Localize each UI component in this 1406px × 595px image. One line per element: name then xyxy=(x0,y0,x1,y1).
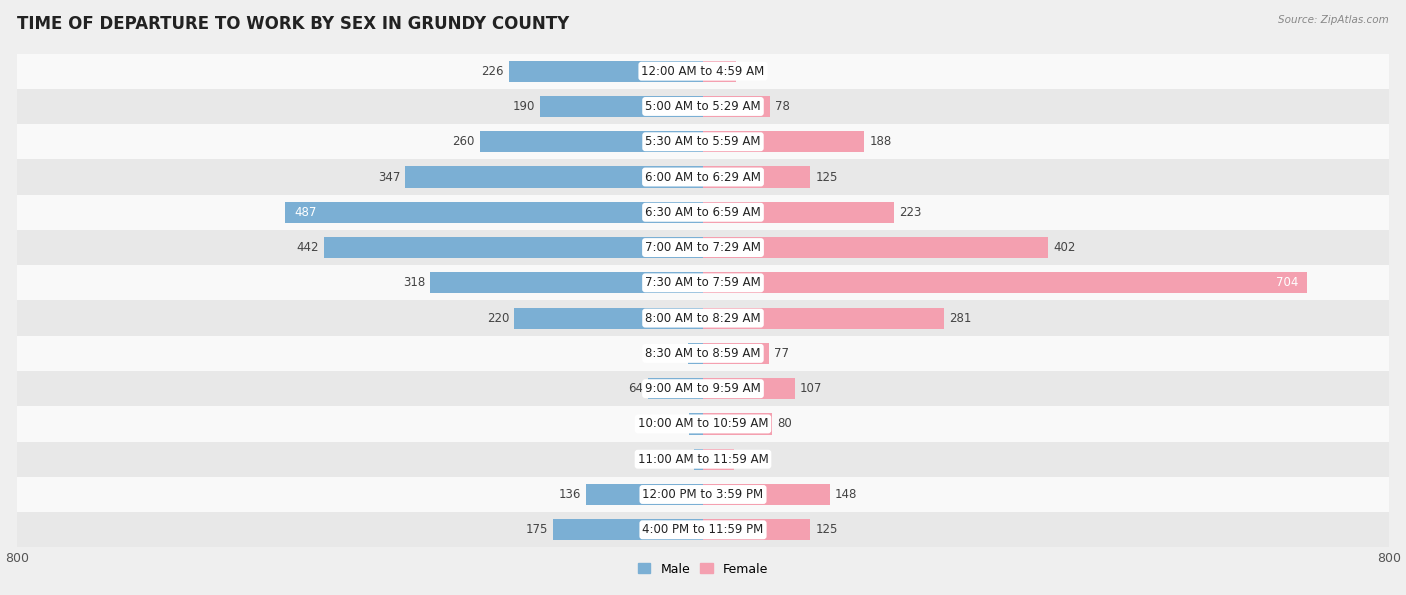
Bar xyxy=(17,300,1389,336)
Bar xyxy=(648,378,703,399)
Bar xyxy=(703,131,865,152)
Bar xyxy=(285,202,703,223)
Text: 281: 281 xyxy=(949,312,972,325)
Bar xyxy=(17,265,1389,300)
Text: 7:00 AM to 7:29 AM: 7:00 AM to 7:29 AM xyxy=(645,241,761,254)
Text: 38: 38 xyxy=(741,65,755,78)
Bar xyxy=(703,237,1047,258)
Bar xyxy=(703,484,830,505)
Text: 487: 487 xyxy=(294,206,316,219)
Bar xyxy=(17,371,1389,406)
Text: 442: 442 xyxy=(297,241,319,254)
Text: 175: 175 xyxy=(526,523,548,536)
Bar xyxy=(323,237,703,258)
Bar xyxy=(553,519,703,540)
Text: 318: 318 xyxy=(404,276,425,289)
Bar xyxy=(17,159,1389,195)
Bar xyxy=(17,124,1389,159)
Text: 136: 136 xyxy=(558,488,581,501)
Bar xyxy=(430,273,703,293)
Bar xyxy=(17,89,1389,124)
Bar xyxy=(17,195,1389,230)
Text: 190: 190 xyxy=(513,100,534,113)
Text: 6:30 AM to 6:59 AM: 6:30 AM to 6:59 AM xyxy=(645,206,761,219)
Bar xyxy=(586,484,703,505)
Bar xyxy=(703,378,794,399)
Text: 5:00 AM to 5:29 AM: 5:00 AM to 5:29 AM xyxy=(645,100,761,113)
Text: 7:30 AM to 7:59 AM: 7:30 AM to 7:59 AM xyxy=(645,276,761,289)
Bar xyxy=(703,96,770,117)
Text: 347: 347 xyxy=(378,171,401,183)
Text: 704: 704 xyxy=(1275,276,1298,289)
Text: 4:00 PM to 11:59 PM: 4:00 PM to 11:59 PM xyxy=(643,523,763,536)
Text: Source: ZipAtlas.com: Source: ZipAtlas.com xyxy=(1278,15,1389,25)
Bar xyxy=(509,61,703,82)
Bar xyxy=(17,230,1389,265)
Bar xyxy=(688,343,703,364)
Text: 11:00 AM to 11:59 AM: 11:00 AM to 11:59 AM xyxy=(638,453,768,466)
Text: 125: 125 xyxy=(815,171,838,183)
Bar xyxy=(703,273,1306,293)
Bar xyxy=(703,519,810,540)
Text: 5:30 AM to 5:59 AM: 5:30 AM to 5:59 AM xyxy=(645,135,761,148)
Bar xyxy=(17,512,1389,547)
Text: 18: 18 xyxy=(668,347,682,360)
Bar xyxy=(17,406,1389,441)
Text: 80: 80 xyxy=(776,418,792,430)
Bar xyxy=(540,96,703,117)
Bar xyxy=(17,477,1389,512)
Bar xyxy=(703,167,810,187)
Bar xyxy=(703,414,772,434)
Text: 8:00 AM to 8:29 AM: 8:00 AM to 8:29 AM xyxy=(645,312,761,325)
Text: 188: 188 xyxy=(869,135,891,148)
Text: 6:00 AM to 6:29 AM: 6:00 AM to 6:29 AM xyxy=(645,171,761,183)
Text: 16: 16 xyxy=(669,418,685,430)
Text: 402: 402 xyxy=(1053,241,1076,254)
Bar xyxy=(405,167,703,187)
Bar xyxy=(17,336,1389,371)
Text: 9:00 AM to 9:59 AM: 9:00 AM to 9:59 AM xyxy=(645,382,761,395)
Text: 36: 36 xyxy=(740,453,754,466)
Bar xyxy=(479,131,703,152)
Bar xyxy=(703,202,894,223)
Text: 10: 10 xyxy=(675,453,689,466)
Text: 148: 148 xyxy=(835,488,858,501)
Bar xyxy=(689,414,703,434)
Bar xyxy=(515,308,703,328)
Bar xyxy=(703,61,735,82)
Bar xyxy=(703,343,769,364)
Text: 77: 77 xyxy=(775,347,789,360)
Text: 223: 223 xyxy=(900,206,922,219)
Bar xyxy=(703,449,734,470)
Text: 260: 260 xyxy=(453,135,475,148)
Text: 64: 64 xyxy=(628,382,643,395)
Text: 8:30 AM to 8:59 AM: 8:30 AM to 8:59 AM xyxy=(645,347,761,360)
Bar xyxy=(703,308,943,328)
Text: TIME OF DEPARTURE TO WORK BY SEX IN GRUNDY COUNTY: TIME OF DEPARTURE TO WORK BY SEX IN GRUN… xyxy=(17,15,569,33)
Text: 107: 107 xyxy=(800,382,823,395)
Bar xyxy=(17,441,1389,477)
Text: 220: 220 xyxy=(486,312,509,325)
Text: 78: 78 xyxy=(775,100,790,113)
Text: 12:00 AM to 4:59 AM: 12:00 AM to 4:59 AM xyxy=(641,65,765,78)
Text: 12:00 PM to 3:59 PM: 12:00 PM to 3:59 PM xyxy=(643,488,763,501)
Bar xyxy=(17,54,1389,89)
Bar xyxy=(695,449,703,470)
Text: 10:00 AM to 10:59 AM: 10:00 AM to 10:59 AM xyxy=(638,418,768,430)
Text: 125: 125 xyxy=(815,523,838,536)
Text: 226: 226 xyxy=(481,65,503,78)
Legend: Male, Female: Male, Female xyxy=(638,563,768,576)
